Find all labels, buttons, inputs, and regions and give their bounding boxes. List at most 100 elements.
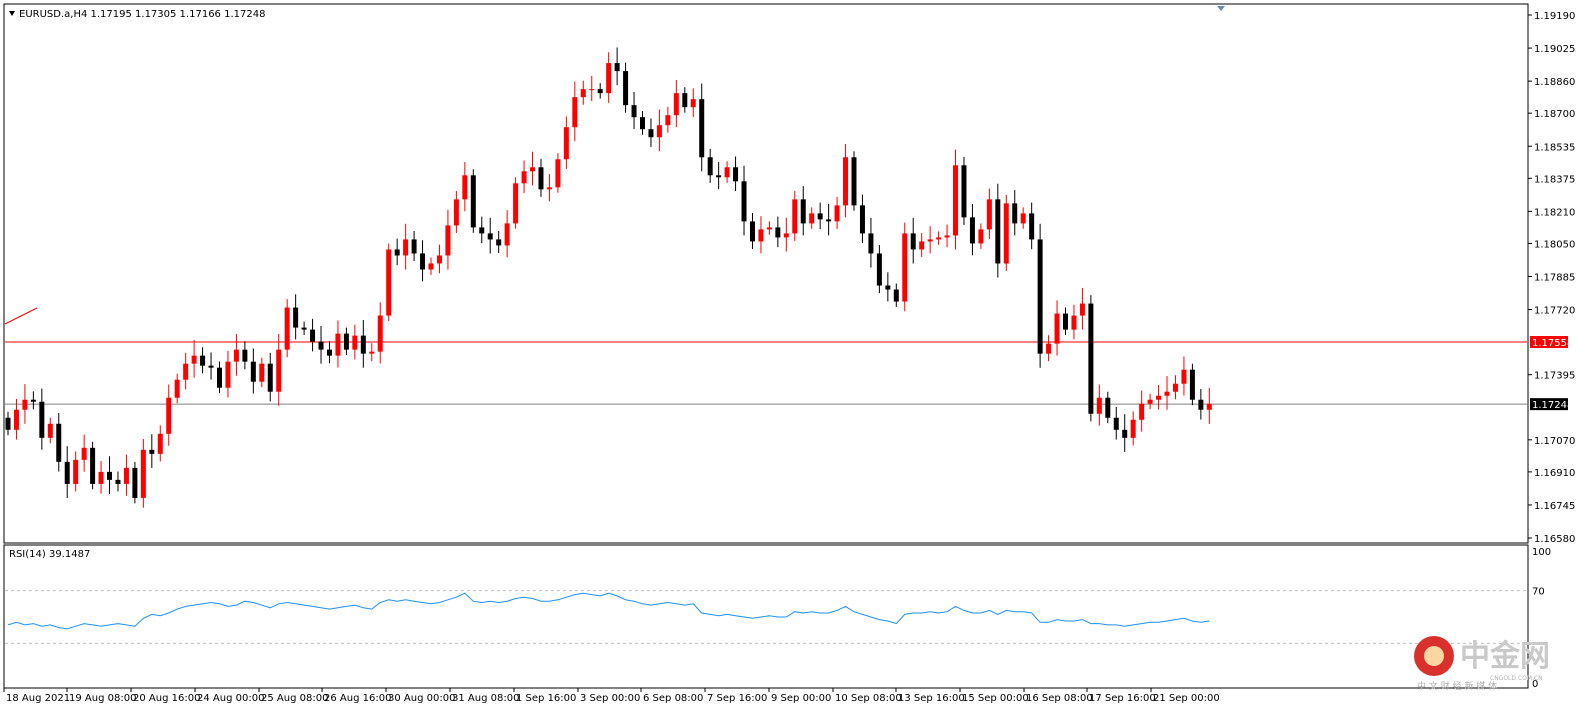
candle-body — [30, 399, 36, 402]
y-tick-label: 1.18210 — [1534, 207, 1575, 218]
candle-body — [978, 229, 984, 244]
candle-body — [1012, 203, 1018, 224]
price-tag-label: 1.17558 — [1532, 338, 1573, 349]
y-tick-label: 1.18860 — [1534, 77, 1575, 88]
candle-body — [1122, 429, 1128, 438]
candle-body — [749, 221, 755, 242]
candle-body — [47, 423, 53, 438]
shift-marker-icon[interactable] — [1217, 6, 1225, 11]
logo-inner-circle — [1424, 646, 1444, 666]
candle-body — [521, 171, 527, 184]
candle-body — [733, 167, 739, 182]
candle-body — [81, 447, 87, 460]
x-tick-label: 10 Sep 08:00 — [835, 693, 902, 704]
candle-body — [614, 63, 620, 72]
candle-body — [496, 239, 502, 246]
x-tick-label: 24 Aug 00:00 — [197, 693, 264, 704]
candle-body — [1147, 399, 1153, 404]
price-axis: 1.19190 1.19025 1.18860 1.18700 1.18535 1.183… — [1528, 11, 1575, 545]
candle-body — [530, 167, 536, 172]
candle-body — [428, 263, 434, 270]
candle-body — [800, 199, 806, 224]
candle-body — [377, 315, 383, 352]
candle-body — [504, 223, 510, 246]
x-tick-label: 31 Aug 08:00 — [452, 693, 519, 704]
y-tick-label: 1.19190 — [1534, 11, 1575, 22]
candle-body — [893, 289, 899, 302]
candle-body — [1054, 313, 1060, 344]
candle-body — [859, 205, 865, 234]
candle-body — [995, 199, 1001, 264]
candle-body — [623, 71, 629, 106]
candle-body — [1029, 213, 1035, 240]
candle-body — [648, 129, 654, 138]
candle-body — [208, 365, 214, 368]
x-tick-label: 18 Aug 2021 — [6, 693, 70, 704]
candle-body — [1172, 383, 1178, 392]
trendline-drawing[interactable] — [4, 307, 38, 325]
candle-body — [1079, 303, 1085, 316]
candle-body — [597, 89, 603, 94]
candle-body — [936, 237, 942, 240]
candle-body — [22, 399, 28, 410]
candle-body — [394, 249, 400, 256]
candle-body — [580, 89, 586, 98]
candle-body — [969, 217, 975, 244]
candle-body — [1156, 395, 1162, 400]
x-tick-label: 21 Sep 00:00 — [1153, 693, 1220, 704]
candle-body — [1037, 239, 1043, 354]
candle-body — [910, 233, 916, 250]
x-tick-label: 17 Sep 16:00 — [1089, 693, 1156, 704]
candle-body — [826, 219, 832, 222]
candle-body — [140, 449, 146, 498]
candle-body — [276, 349, 282, 392]
x-tick-label: 25 Aug 08:00 — [261, 693, 328, 704]
candle-body — [73, 459, 79, 484]
candle-body — [606, 63, 612, 94]
candle-body — [259, 363, 265, 382]
candle-body — [1164, 391, 1170, 396]
candle-body — [563, 127, 569, 160]
candle-body — [953, 165, 959, 236]
symbol-info: EURUSD.a,H4 1.17195 1.17305 1.17166 1.17… — [19, 9, 265, 20]
candle-body — [90, 447, 96, 484]
candle-body — [682, 93, 688, 108]
candle-body — [56, 423, 62, 462]
candle-body — [538, 167, 544, 190]
candle-body — [183, 363, 189, 380]
candle-body — [885, 285, 891, 290]
y-tick-label: 1.16580 — [1534, 534, 1575, 545]
candle-body — [462, 175, 468, 200]
candle-body — [445, 225, 451, 256]
candle-body — [851, 157, 857, 206]
rsi-level-label: 70 — [1532, 587, 1545, 598]
watermark: 中金网 CNGOLD.COM.CN 中 文 财 经 新 媒 体 — [1414, 636, 1550, 692]
candle-body — [436, 255, 442, 264]
candle-body — [690, 99, 696, 108]
candle-body — [250, 361, 256, 382]
x-tick-label: 26 Aug 16:00 — [324, 693, 391, 704]
candle-body — [166, 397, 172, 434]
candle-body — [335, 333, 341, 356]
candle-body — [225, 361, 231, 388]
candle-body — [716, 175, 722, 178]
candle-body — [343, 333, 349, 350]
rsi-level-label: 0 — [1532, 679, 1538, 690]
candle-body — [589, 89, 595, 91]
candle-body — [123, 467, 129, 484]
candle-body — [293, 307, 299, 328]
price-panel[interactable] — [3, 3, 1529, 544]
x-tick-label: 7 Sep 16:00 — [707, 693, 767, 704]
candle-body — [1113, 417, 1119, 430]
x-tick-label: 6 Sep 08:00 — [643, 693, 703, 704]
collapse-triangle-icon[interactable] — [9, 11, 15, 16]
candle-body — [1198, 399, 1204, 410]
candle-body — [961, 165, 967, 218]
watermark-domain: CNGOLD.COM.CN — [1490, 675, 1543, 682]
candle-body — [267, 363, 273, 392]
candle-body — [927, 239, 933, 242]
candle-body — [369, 351, 375, 354]
candle-body — [1020, 213, 1026, 224]
x-tick-label: 16 Sep 08:00 — [1026, 693, 1093, 704]
candles — [5, 47, 1212, 508]
